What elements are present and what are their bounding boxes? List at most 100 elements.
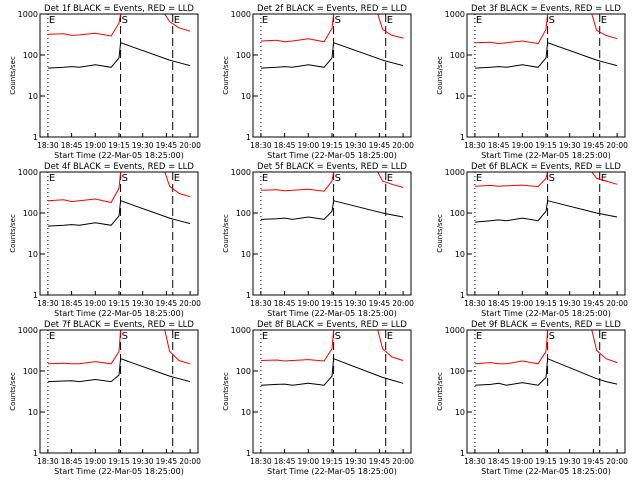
y-tick-label: 100 bbox=[236, 367, 251, 376]
y-tick-label: 100 bbox=[23, 51, 38, 60]
marker-label: S bbox=[549, 331, 555, 342]
panel-det-6: E S E 1 10 100 1000 18:30 18:45 19:00 19:15 19:30 19… bbox=[436, 162, 628, 318]
series-line-events bbox=[260, 357, 404, 386]
y-axis-label: Counts/sec bbox=[222, 214, 230, 253]
panel-title: Det 1f BLACK = Events, RED = LLD bbox=[44, 4, 194, 14]
y-tick-label: 1 bbox=[246, 133, 251, 142]
x-axis-label: Start Time (22-Mar-05 18:25:00) bbox=[267, 467, 397, 476]
x-tick-label: 19:45 bbox=[369, 457, 391, 466]
marker-label: E bbox=[476, 173, 482, 184]
series-line-events bbox=[474, 42, 618, 69]
x-tick-label: 19:15 bbox=[321, 299, 343, 308]
y-tick-label: 1000 bbox=[18, 326, 38, 335]
y-tick-label: 10 bbox=[455, 408, 465, 417]
x-tick-label: 18:30 bbox=[37, 299, 59, 308]
x-tick-label: 19:15 bbox=[321, 141, 343, 150]
y-axis-label: Counts/sec bbox=[9, 372, 17, 411]
y-tick-label: 1000 bbox=[445, 326, 465, 335]
series-line-lld bbox=[260, 329, 404, 362]
marker-label: E bbox=[49, 173, 55, 184]
marker-label: S bbox=[335, 15, 341, 26]
y-tick-label: 1000 bbox=[231, 326, 251, 335]
x-tick-label: 18:30 bbox=[464, 299, 486, 308]
x-axis-label: Start Time (22-Mar-05 18:25:00) bbox=[481, 467, 611, 476]
x-tick-label: 19:45 bbox=[583, 457, 605, 466]
y-tick-label: 1 bbox=[246, 291, 251, 300]
marker-label: E bbox=[262, 173, 268, 184]
y-tick-label: 1000 bbox=[445, 10, 465, 19]
x-tick-label: 18:30 bbox=[464, 141, 486, 150]
x-tick-label: 18:45 bbox=[274, 457, 296, 466]
x-tick-label: 20:00 bbox=[179, 457, 201, 466]
x-tick-label: 19:30 bbox=[132, 141, 154, 150]
marker-label: E bbox=[601, 331, 607, 342]
series-line-lld bbox=[47, 329, 191, 365]
x-axis-label: Start Time (22-Mar-05 18:25:00) bbox=[54, 309, 184, 318]
marker-label: E bbox=[601, 173, 607, 184]
x-tick-label: 18:45 bbox=[61, 141, 83, 150]
y-tick-label: 1 bbox=[33, 291, 38, 300]
x-tick-label: 19:00 bbox=[511, 457, 533, 466]
x-tick-label: 18:30 bbox=[250, 457, 272, 466]
x-tick-label: 19:45 bbox=[156, 299, 178, 308]
series-line-lld bbox=[260, 13, 404, 43]
y-tick-label: 1 bbox=[33, 449, 38, 458]
y-axis-label: Counts/sec bbox=[436, 56, 444, 95]
marker-label: E bbox=[476, 331, 482, 342]
x-tick-label: 19:15 bbox=[321, 457, 343, 466]
y-tick-label: 1 bbox=[246, 449, 251, 458]
x-tick-label: 19:45 bbox=[156, 141, 178, 150]
y-tick-label: 10 bbox=[241, 408, 251, 417]
x-axis-label: Start Time (22-Mar-05 18:25:00) bbox=[54, 151, 184, 160]
x-tick-label: 18:30 bbox=[250, 141, 272, 150]
y-tick-label: 100 bbox=[23, 209, 38, 218]
plot-frame bbox=[39, 13, 199, 138]
series-line-lld bbox=[474, 171, 618, 188]
y-tick-label: 1 bbox=[460, 133, 465, 142]
x-tick-label: 19:30 bbox=[345, 457, 367, 466]
y-axis-label: Counts/sec bbox=[436, 372, 444, 411]
x-tick-label: 19:15 bbox=[108, 299, 130, 308]
panel-det-5: E S E 1 10 100 1000 18:30 18:45 19:00 19:15 19:30 19… bbox=[222, 162, 414, 318]
y-axis-label: Counts/sec bbox=[9, 214, 17, 253]
panel-det-4: E S E 1 10 100 1000 18:30 18:45 19:00 19:15 19:30 19… bbox=[9, 162, 201, 318]
x-tick-label: 19:00 bbox=[84, 457, 106, 466]
x-axis-label: Start Time (22-Mar-05 18:25:00) bbox=[481, 309, 611, 318]
y-tick-label: 10 bbox=[455, 250, 465, 259]
x-tick-label: 20:00 bbox=[179, 141, 201, 150]
x-tick-label: 18:30 bbox=[250, 299, 272, 308]
series-line-events bbox=[47, 200, 191, 227]
y-tick-label: 1000 bbox=[231, 10, 251, 19]
x-axis-label: Start Time (22-Mar-05 18:25:00) bbox=[481, 151, 611, 160]
marker-label: S bbox=[122, 331, 128, 342]
marker-label: E bbox=[387, 15, 393, 26]
series-line-events bbox=[47, 358, 191, 383]
marker-label: E bbox=[49, 331, 55, 342]
x-axis-label: Start Time (22-Mar-05 18:25:00) bbox=[267, 309, 397, 318]
x-tick-label: 19:45 bbox=[583, 141, 605, 150]
series-line-events bbox=[474, 357, 618, 386]
series-line-lld bbox=[47, 13, 191, 37]
series-line-lld bbox=[260, 171, 404, 192]
x-tick-label: 19:00 bbox=[297, 299, 319, 308]
x-tick-label: 18:45 bbox=[488, 457, 510, 466]
x-tick-label: 19:30 bbox=[132, 457, 154, 466]
x-axis-label: Start Time (22-Mar-05 18:25:00) bbox=[267, 151, 397, 160]
marker-label: S bbox=[549, 15, 555, 26]
marker-label: S bbox=[335, 173, 341, 184]
series-line-lld bbox=[474, 329, 618, 365]
x-tick-label: 19:30 bbox=[559, 141, 581, 150]
x-tick-label: 20:00 bbox=[392, 299, 414, 308]
marker-label: E bbox=[387, 173, 393, 184]
panel-title: Det 8f BLACK = Events, RED = LLD bbox=[257, 320, 407, 330]
x-tick-label: 19:45 bbox=[583, 299, 605, 308]
x-tick-label: 18:45 bbox=[274, 141, 296, 150]
x-tick-label: 19:15 bbox=[535, 457, 557, 466]
x-tick-label: 20:00 bbox=[606, 299, 628, 308]
y-tick-label: 100 bbox=[236, 209, 251, 218]
panel-det-3: E S E 1 10 100 1000 18:30 18:45 19:00 19:15 19:30 19… bbox=[436, 4, 628, 160]
y-tick-label: 100 bbox=[236, 51, 251, 60]
series-line-lld bbox=[47, 171, 191, 204]
x-tick-label: 18:45 bbox=[274, 299, 296, 308]
